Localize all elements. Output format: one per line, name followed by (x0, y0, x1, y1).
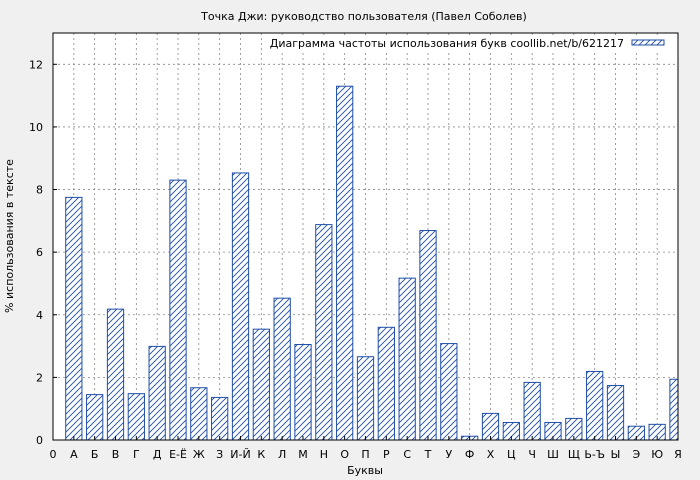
x-tick-label: У (445, 448, 452, 461)
bar (523, 381, 541, 441)
bar (606, 385, 625, 441)
x-tick-label: К (257, 448, 265, 461)
x-tick-label: Ш (547, 448, 559, 461)
bar (86, 394, 104, 441)
x-tick-label: А (70, 448, 78, 461)
y-tick-label: 8 (36, 184, 43, 197)
x-tick-label: П (361, 448, 369, 461)
bar (211, 396, 229, 441)
bar (356, 356, 375, 441)
y-tick-label: 4 (36, 309, 43, 322)
x-tick-label: Ж (193, 448, 205, 461)
bar (419, 230, 437, 441)
legend-label: Диаграмма частоты использования букв coo… (270, 37, 624, 50)
y-tick-label: 2 (36, 371, 43, 384)
bar (315, 224, 333, 441)
x-tick-label: В (112, 448, 120, 461)
bar (169, 179, 187, 441)
y-axis: 0 2 4 6 8 10 12 (29, 58, 57, 447)
x-tick-label: Ф (465, 448, 474, 461)
legend-background (270, 35, 673, 51)
grid (53, 33, 679, 440)
x-tick-label: Ч (528, 448, 536, 461)
x-tick-label: Т (424, 448, 432, 461)
y-tick-label: 10 (29, 121, 43, 134)
bar (336, 85, 354, 441)
x-tick-label: Э (632, 448, 640, 461)
legend: Диаграмма частоты использования букв coo… (270, 35, 673, 51)
bar (586, 370, 604, 441)
legend-swatch (631, 39, 665, 46)
bar (190, 387, 208, 441)
bar (127, 393, 145, 441)
x-tick-label: О (340, 448, 349, 461)
x-axis: А Б В Г Д Е-Ё Ж З И-Й К Л М Н О П Р С Т У Ф Х Ц Ч Ш Щ Ь-Ъ Ы Э Ю Я (70, 436, 682, 461)
x-tick-label: Г (133, 448, 140, 461)
x-tick-label: З (216, 448, 223, 461)
x-axis-label: Буквы (347, 464, 383, 477)
x-tick-label: Х (487, 448, 495, 461)
x-tick-label: М (298, 448, 308, 461)
bar (669, 378, 679, 441)
y-tick-label: 6 (36, 246, 43, 259)
y-axis-label: % использования в тексте (3, 159, 16, 313)
x-tick-label: Ь-Ъ (584, 448, 605, 461)
x-tick-label: Н (320, 448, 328, 461)
bar (106, 308, 125, 441)
x-tick-label: Ц (507, 448, 516, 461)
y-tick-label: 0 (36, 434, 43, 447)
bar (398, 277, 416, 441)
bar (148, 345, 166, 441)
x-tick-label: Ю (651, 448, 663, 461)
x-tick-label: И-Й (230, 448, 250, 461)
x-tick-label: Б (91, 448, 99, 461)
x-tick-label: Щ (568, 448, 580, 461)
bar (294, 344, 312, 441)
x-tick-label: Я (674, 448, 682, 461)
x-tick-label: Е-Ё (169, 448, 187, 461)
bar (273, 297, 291, 441)
x-tick-label: Р (383, 448, 390, 461)
x-tick-label: Ы (611, 448, 621, 461)
x-tick-label: Л (278, 448, 286, 461)
y-tick-label: 12 (29, 58, 43, 71)
x-tick-label: Д (153, 448, 162, 461)
bar (440, 343, 458, 441)
chart-title: Точка Джи: руководство пользователя (Пав… (200, 10, 527, 23)
bar (252, 328, 270, 441)
bar (65, 196, 83, 441)
bar (231, 172, 250, 441)
x-start-label: 0 (50, 448, 57, 461)
x-tick-label: С (403, 448, 411, 461)
bar (377, 326, 395, 441)
